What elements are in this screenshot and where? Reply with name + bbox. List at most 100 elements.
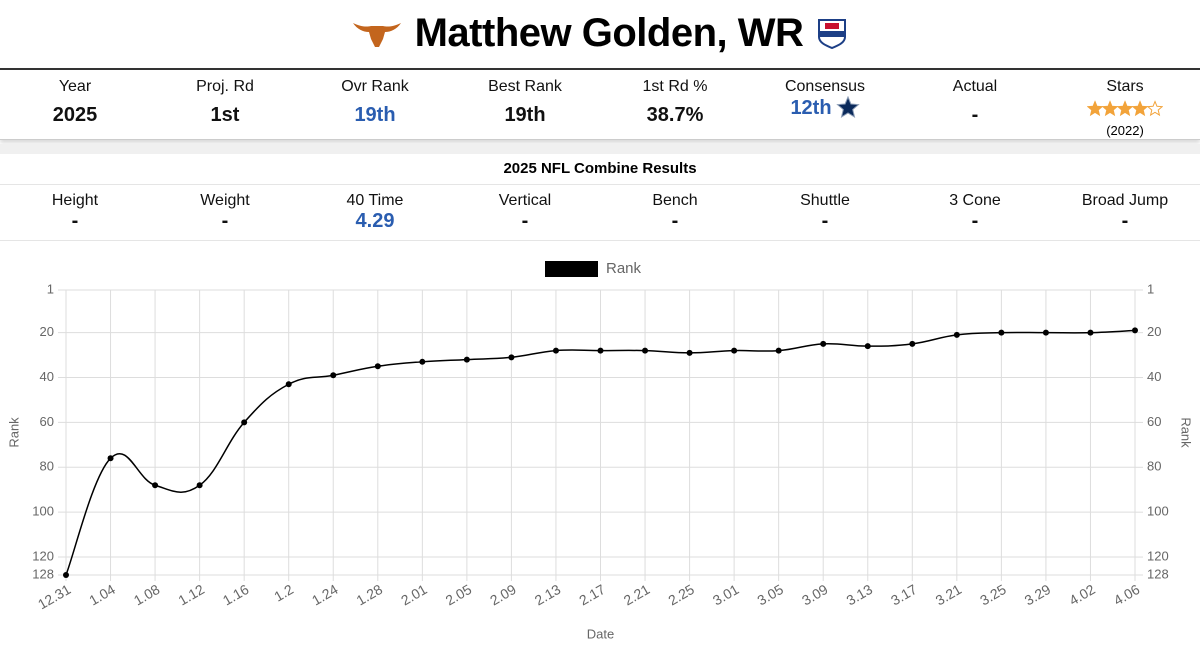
y2-tick-label: 20	[1147, 324, 1161, 339]
title-bar: Matthew Golden, WR	[0, 8, 1200, 58]
combine-label: Broad Jump	[1081, 192, 1169, 209]
x-tick-label: 3.01	[710, 581, 742, 609]
x-tick-label: 2.01	[398, 581, 430, 609]
x-tick-label: 1.16	[220, 581, 252, 609]
divider	[0, 144, 1200, 154]
x-tick-label: 2.21	[621, 581, 653, 609]
stat-label: Stars	[1106, 78, 1144, 95]
y2-axis-label: Rank	[1179, 417, 1194, 448]
x-tick-label: 3.05	[754, 581, 786, 609]
x-tick-label: 12.31	[35, 581, 74, 612]
combine-value: -	[1121, 210, 1129, 232]
legend-label: Rank	[606, 260, 642, 277]
y-tick-label: 120	[32, 548, 54, 563]
x-tick-label: 3.29	[1022, 581, 1054, 609]
combine-value: -	[521, 210, 529, 232]
point	[419, 358, 426, 365]
point	[1132, 327, 1138, 334]
point	[552, 347, 559, 354]
stat-label: Consensus	[784, 78, 866, 95]
star-rating	[1086, 100, 1164, 117]
stat-value: -	[971, 104, 979, 126]
point	[152, 482, 159, 489]
combine-stat: Vertical -	[450, 192, 600, 240]
legend-swatch	[545, 261, 598, 277]
point	[909, 340, 916, 347]
combine-label: Height	[51, 192, 99, 209]
x-tick-label: 1.12	[175, 581, 207, 609]
stat: 1st Rd % 38.7%	[600, 78, 750, 139]
combine-value: -	[71, 210, 79, 232]
point	[196, 482, 203, 489]
stat-label: Actual	[952, 78, 998, 95]
combine-stat: Weight -	[150, 192, 300, 240]
combine-value: -	[821, 210, 829, 232]
y-tick-label: 1	[47, 281, 54, 296]
point	[864, 343, 871, 350]
combine-stat: Broad Jump -	[1050, 192, 1200, 240]
stat-label: Proj. Rd	[196, 78, 254, 95]
point	[686, 349, 693, 356]
combine-label: Weight	[200, 192, 250, 209]
stat: Ovr Rank 19th	[300, 78, 450, 139]
stat-label: 1st Rd %	[642, 78, 708, 95]
x-tick-label: 4.06	[1111, 581, 1143, 609]
x-tick-label: 1.2	[271, 581, 296, 605]
x-tick-label: 2.09	[487, 581, 519, 609]
x-tick-label: 3.09	[799, 581, 831, 609]
y-axis-label: Rank	[6, 417, 21, 448]
stat-value: 12th	[790, 97, 832, 119]
y2-tick-label: 128	[1147, 566, 1169, 581]
x-tick-label: 2.17	[576, 581, 608, 609]
stat-value: 38.7%	[646, 104, 704, 126]
star-icon	[835, 95, 860, 118]
point	[731, 347, 738, 354]
star	[1131, 100, 1149, 117]
x-tick-label: 1.08	[131, 581, 163, 609]
y-tick-label: 100	[32, 504, 54, 519]
combine-value: -	[671, 210, 679, 232]
x-tick-label: 3.21	[933, 581, 965, 609]
stat: Proj. Rd 1st	[150, 78, 300, 139]
x-tick-label: 1.04	[86, 581, 118, 609]
point	[597, 347, 604, 354]
stars-year: (2022)	[1106, 123, 1144, 138]
star	[1086, 100, 1104, 117]
profile-row: Year 2025 Proj. Rd 1st Ovr Rank 19th Best Rank…	[0, 68, 1200, 140]
player-name: Matthew Golden, WR	[414, 10, 804, 55]
combine-title: 2025 NFL Combine Results	[0, 154, 1200, 185]
x-axis-label: Date	[587, 626, 614, 641]
y2-tick-label: 60	[1147, 414, 1161, 429]
point	[820, 340, 827, 347]
x-tick-label: 2.13	[532, 581, 564, 609]
team-logo	[352, 23, 401, 47]
stat-value: 1st	[210, 104, 240, 126]
point	[107, 455, 114, 462]
point	[642, 347, 649, 354]
y2-tick-label: 100	[1147, 504, 1169, 519]
combine-value: 4.29	[355, 210, 395, 232]
stat-value: 19th	[504, 104, 546, 126]
point	[775, 347, 782, 354]
y-tick-label: 60	[40, 414, 54, 429]
combine-label: 40 Time	[346, 192, 404, 209]
star	[1146, 100, 1164, 117]
point	[330, 372, 337, 379]
combine-stat: Shuttle -	[750, 192, 900, 240]
combine-stat: 40 Time 4.29	[300, 192, 450, 240]
y2-tick-label: 1	[1147, 281, 1154, 296]
point	[63, 572, 69, 578]
x-tick-label: 3.17	[888, 581, 920, 609]
combine-value: -	[971, 210, 979, 232]
combine-row: Height - Weight -40 Time 4.29 Vertical - Bench -…	[0, 192, 1200, 241]
y2-tick-label: 120	[1147, 548, 1169, 563]
point	[285, 381, 292, 388]
stat: Best Rank 19th	[450, 78, 600, 139]
x-tick-label: 3.25	[977, 581, 1009, 609]
y-tick-label: 20	[40, 324, 54, 339]
stat-label: Year	[58, 78, 92, 95]
y-tick-label: 80	[40, 459, 54, 474]
combine-value: -	[221, 210, 229, 232]
point	[953, 331, 960, 338]
